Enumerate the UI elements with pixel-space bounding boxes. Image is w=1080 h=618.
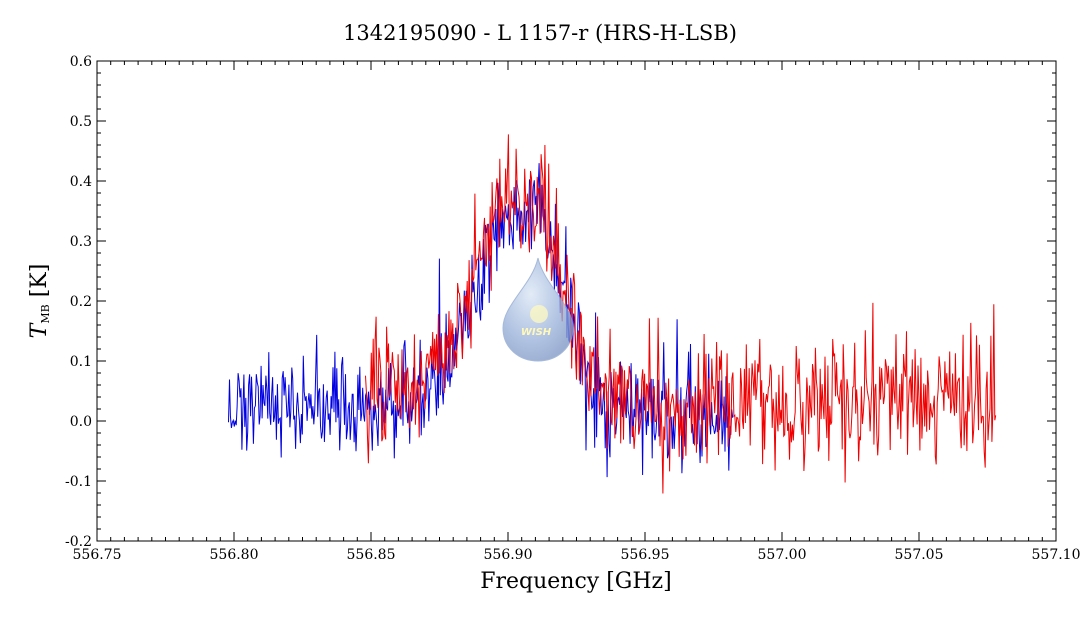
spectrum-series-0	[228, 163, 734, 478]
logo-text: WISH	[521, 327, 552, 338]
plot-frame	[96, 60, 1057, 542]
spectrum-series-1	[365, 134, 997, 494]
y-tick-label: 0.3	[70, 234, 92, 250]
y-tick-label: 0.6	[70, 54, 92, 70]
y-tick-label: 0.2	[70, 294, 92, 310]
y-axis-label: TMB [K]	[27, 264, 52, 339]
y-axis-subscript: MB	[39, 304, 52, 323]
x-axis-label: Frequency [GHz]	[480, 569, 672, 594]
y-tick-label: 0.4	[70, 174, 92, 190]
y-tick-label: -0.2	[65, 534, 92, 550]
x-tick-label: 556.80	[210, 547, 259, 563]
x-tick-label: 556.90	[484, 547, 533, 563]
x-tick-label: 557.10	[1032, 547, 1080, 563]
wish-logo: WISH	[502, 257, 574, 362]
x-tick-label: 557.00	[758, 547, 807, 563]
x-tick-label: 557.05	[895, 547, 944, 563]
y-tick-label: 0.0	[70, 414, 92, 430]
y-tick-label: 0.1	[70, 354, 92, 370]
series-layer	[228, 134, 997, 494]
y-axis-symbol: T	[27, 321, 52, 338]
chart-title: 1342195090 - L 1157-r (HRS-H-LSB)	[343, 21, 737, 45]
y-tick-label: 0.5	[70, 114, 92, 130]
y-axis-unit	[27, 297, 52, 304]
star-glow-icon	[530, 305, 548, 323]
x-tick-label: 556.75	[73, 547, 122, 563]
y-axis-unit-text: [K]	[27, 264, 52, 298]
tick-layer: 556.75 556.80 556.85 556.90 556.95 557.00 557.…	[65, 54, 1080, 563]
y-tick-label: -0.1	[65, 474, 92, 490]
x-tick-label: 556.95	[621, 547, 670, 563]
x-tick-label: 556.85	[347, 547, 396, 563]
